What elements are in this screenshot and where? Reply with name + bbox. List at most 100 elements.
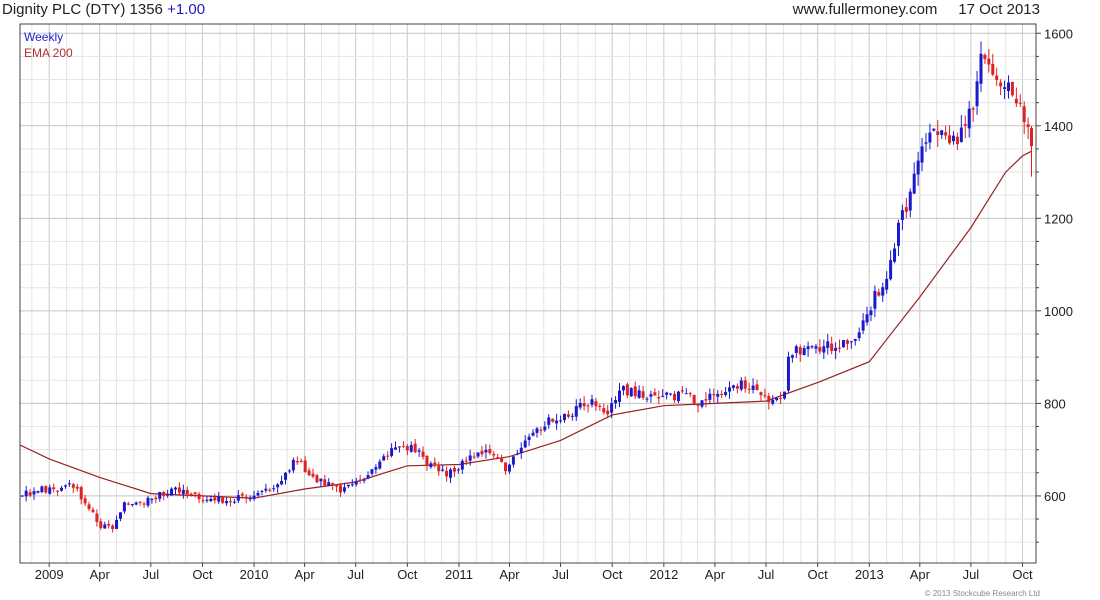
candle-body (397, 446, 401, 448)
candle-body (893, 248, 897, 262)
candle-body (771, 399, 775, 404)
candle (63, 484, 67, 489)
candle-body (56, 490, 60, 492)
candle-body (806, 346, 810, 350)
candle (20, 495, 24, 498)
candle (225, 497, 229, 506)
candle-body (763, 395, 767, 397)
candle-body (779, 397, 783, 399)
candle-body (449, 469, 453, 478)
candle (126, 501, 130, 506)
candle-body (649, 394, 653, 397)
y-tick-label: 1200 (1044, 211, 1073, 226)
candle (492, 451, 496, 460)
candle (885, 271, 889, 294)
candle (48, 484, 52, 495)
candle-body (794, 346, 798, 353)
candle (319, 478, 323, 487)
candle (24, 486, 28, 502)
candle (56, 490, 60, 496)
candle (236, 489, 240, 504)
candle (366, 471, 370, 480)
candle-body (704, 399, 708, 401)
candle-body (621, 386, 625, 391)
candle-body (496, 457, 500, 459)
candle (248, 495, 252, 502)
candle (991, 53, 995, 77)
candle (676, 390, 680, 404)
candle-body (582, 403, 586, 407)
candle (893, 243, 897, 264)
candle-body (284, 472, 288, 480)
candle-body (790, 355, 794, 358)
candle-body (20, 495, 24, 497)
candle (507, 463, 511, 474)
source-link[interactable]: www.fullermoney.com (792, 1, 938, 18)
candle-body (460, 460, 464, 470)
candle (739, 377, 743, 392)
candle-body (311, 473, 315, 477)
x-tick-label: Apr (499, 567, 520, 582)
candle-body (107, 523, 111, 526)
x-tick-label: Oct (808, 567, 829, 582)
candle-body (468, 455, 472, 461)
candle-body (205, 499, 209, 501)
candle-body (983, 54, 987, 60)
price-change: +1.00 (167, 1, 206, 18)
candle (790, 354, 794, 363)
candle (382, 453, 386, 461)
candle-body (421, 451, 425, 457)
candle-body (826, 341, 830, 348)
candle-body (759, 392, 763, 396)
candle-body (822, 346, 826, 353)
candle-body (515, 453, 519, 455)
candle-body (299, 460, 303, 462)
candle (700, 400, 704, 409)
candle-body (158, 492, 162, 499)
y-tick-label: 600 (1044, 489, 1066, 504)
candle-body (181, 489, 185, 494)
candle (743, 376, 747, 393)
candle-body (409, 445, 413, 452)
candle (889, 250, 893, 281)
x-tick-label: Jul (347, 567, 364, 582)
candle (433, 457, 437, 468)
candle-body (87, 504, 91, 510)
candle (401, 441, 405, 449)
candle (500, 454, 504, 463)
candle (75, 483, 79, 492)
candle (881, 282, 885, 302)
candle-body (975, 81, 979, 107)
candle (602, 403, 606, 415)
candle-body (684, 393, 688, 395)
candle-body (920, 146, 924, 163)
candle (830, 336, 834, 355)
candle-body (511, 456, 515, 465)
candle (280, 475, 284, 486)
candle-body (845, 340, 849, 344)
candle (535, 426, 539, 438)
candle-body (307, 470, 311, 476)
candle (845, 338, 849, 350)
candle-body (342, 487, 346, 492)
candle (256, 490, 260, 497)
candle (641, 385, 645, 400)
candle (1022, 101, 1026, 135)
candle (696, 403, 700, 413)
candle (566, 410, 570, 419)
candle (665, 391, 669, 400)
candle-body (578, 402, 582, 408)
candle (205, 496, 209, 503)
candle (362, 477, 366, 484)
candle (284, 472, 288, 485)
candle (370, 468, 374, 476)
x-tick-label: Oct (192, 567, 213, 582)
candle-body (669, 393, 673, 395)
candle (834, 342, 838, 360)
candle (810, 345, 814, 349)
candle (441, 465, 445, 472)
legend-ema: EMA 200 (24, 46, 73, 60)
candle (712, 388, 716, 403)
candle-body (676, 391, 680, 402)
candle-body (629, 388, 633, 397)
